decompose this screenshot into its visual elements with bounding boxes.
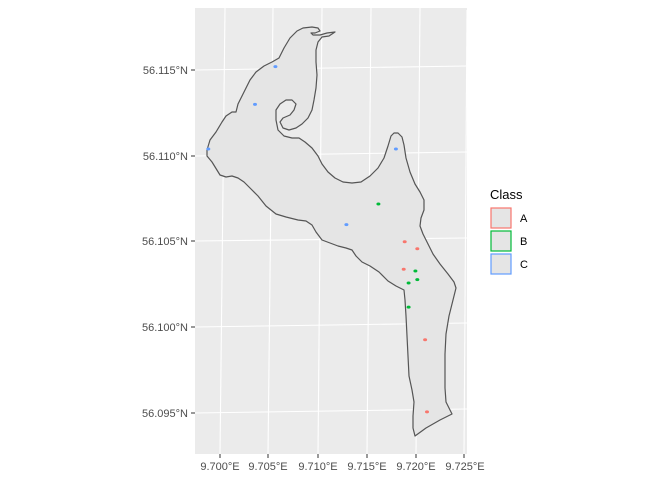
legend-label-c: C <box>520 259 528 271</box>
point-class-c <box>344 223 349 227</box>
point-class-a <box>401 267 406 271</box>
points-layer <box>206 65 429 414</box>
point-class-c <box>206 147 211 151</box>
legend-key-c <box>490 253 512 275</box>
y-tick-label: 56.115°N <box>143 65 188 77</box>
x-tick-label: 9.710°E <box>298 461 337 473</box>
legend-key-a <box>490 207 512 229</box>
legend-title: Class <box>490 187 523 202</box>
point-class-a <box>415 247 420 251</box>
region-outline <box>206 26 457 437</box>
x-tick-label: 9.715°E <box>347 461 386 473</box>
gridline-lon-9.700 <box>219 7 226 455</box>
y-tick-label: 56.105°N <box>142 236 188 248</box>
point-class-a <box>402 240 407 244</box>
point-class-b <box>415 278 420 282</box>
x-tick-label: 9.700°E <box>200 461 239 473</box>
x-axis: 9.700°E 9.705°E 9.710°E 9.715°E 9.720°E … <box>200 454 485 473</box>
point-class-c <box>273 65 278 69</box>
y-tick-label: 56.100°N <box>142 322 188 334</box>
x-tick-label: 9.720°E <box>396 461 435 473</box>
point-class-b <box>413 269 418 273</box>
y-tick-label: 56.110°N <box>143 151 188 163</box>
point-class-a <box>423 338 428 342</box>
y-tick-label: 56.095°N <box>142 408 188 420</box>
point-class-b <box>376 202 381 206</box>
x-tick-label: 9.705°E <box>248 461 287 473</box>
legend-label-b: B <box>520 236 527 248</box>
legend-key-b <box>490 230 512 252</box>
point-class-c <box>253 102 257 106</box>
y-axis: 56.115°N 56.110°N 56.105°N 56.100°N 56.0… <box>142 65 195 420</box>
gridline-lat-56.115 <box>194 65 468 71</box>
legend-label-a: A <box>520 213 528 225</box>
gridline-lon-9.725 <box>463 9 468 455</box>
point-class-a <box>425 410 429 414</box>
x-tick-label: 9.725°E <box>445 461 484 473</box>
legend: Class A B C <box>490 187 528 275</box>
point-class-c <box>393 147 398 151</box>
point-class-b <box>406 281 411 285</box>
point-class-b <box>406 305 411 309</box>
